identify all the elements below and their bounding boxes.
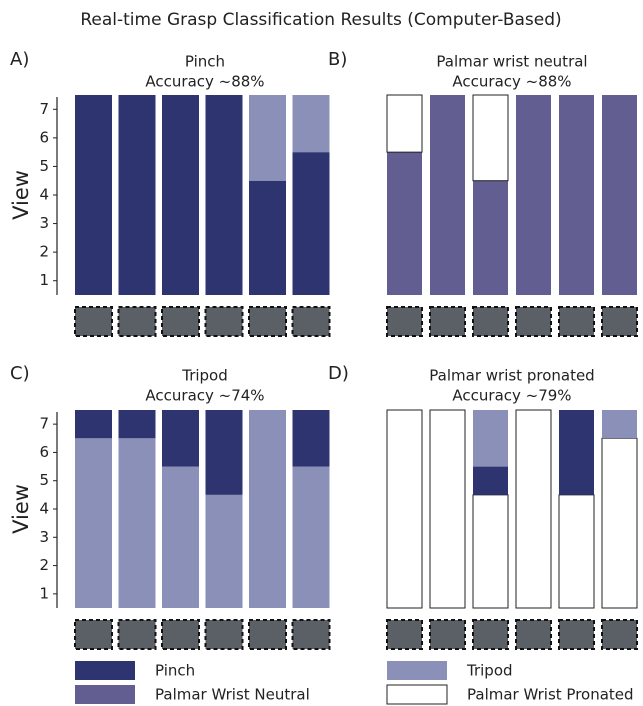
bar-segment	[472, 494, 509, 609]
bar-segment	[473, 410, 508, 467]
y-tick-label: 3	[39, 528, 49, 546]
bar-segment	[473, 466, 508, 495]
thumbnail	[558, 306, 595, 337]
thumbnail	[117, 619, 157, 650]
bar-segment	[205, 95, 243, 295]
thumbnail	[515, 619, 552, 650]
thumbnail	[291, 619, 331, 650]
bar-segment	[205, 494, 243, 608]
y-axis-label: View	[9, 484, 33, 534]
bar-segment	[386, 94, 423, 153]
y-axis-label: View	[9, 170, 33, 220]
thumbnail	[74, 306, 113, 337]
thumbnail	[386, 306, 423, 337]
panel-title: Palmar wrist neutral	[436, 53, 587, 71]
panel-label: C)	[10, 363, 30, 384]
bar-segment	[292, 152, 330, 295]
bar-segment	[559, 410, 594, 495]
bar-segment	[118, 438, 156, 608]
panel-title: Tripod	[181, 367, 228, 385]
thumbnail	[386, 619, 423, 650]
bar-segment	[162, 410, 199, 467]
y-tick-label: 3	[39, 214, 49, 232]
panel-subtitle: Accuracy ~74%	[145, 387, 264, 405]
thumbnail	[472, 619, 509, 650]
legend-label: Palmar Wrist Pronated	[467, 686, 634, 704]
bar-segment	[118, 95, 156, 295]
y-tick-label: 6	[39, 128, 49, 146]
thumbnail	[472, 306, 509, 337]
thumbnail	[248, 306, 287, 337]
legend-swatch	[386, 684, 448, 705]
bar-segment	[515, 409, 552, 609]
bar-segment	[292, 410, 330, 467]
bar-segment	[386, 409, 423, 609]
bar-segment	[601, 437, 638, 609]
panel-title: Palmar wrist pronated	[429, 367, 594, 385]
bar-segment	[473, 180, 508, 295]
y-tick-label: 4	[39, 500, 49, 518]
thumbnail	[204, 619, 244, 650]
y-tick-label: 5	[39, 157, 49, 175]
bar-segment	[387, 152, 422, 295]
thumbnail	[515, 306, 552, 337]
legend-swatch	[387, 661, 447, 680]
thumbnail	[291, 306, 331, 337]
thumbnail	[558, 619, 595, 650]
y-tick-label: 5	[39, 471, 49, 489]
bar-segment	[292, 95, 330, 153]
bar-segment	[205, 410, 243, 495]
bar-segment	[602, 95, 637, 295]
legend-label: Tripod	[466, 662, 513, 680]
thumbnail	[204, 306, 244, 337]
panel-title: Pinch	[185, 53, 225, 71]
thumbnail	[117, 306, 157, 337]
bar-segment	[249, 180, 286, 295]
legend-label: Palmar Wrist Neutral	[155, 686, 310, 704]
figure-title: Real-time Grasp Classification Results (…	[80, 10, 561, 30]
thumbnail	[161, 619, 200, 650]
y-tick-label: 2	[39, 243, 49, 261]
bar-segment	[118, 410, 156, 439]
thumbnail	[161, 306, 200, 337]
bar-segment	[558, 494, 595, 609]
legend-swatch	[75, 685, 135, 704]
panel-subtitle: Accuracy ~88%	[452, 73, 571, 91]
panel-label: B)	[328, 49, 347, 70]
thumbnail	[429, 306, 466, 337]
y-tick-label: 4	[39, 186, 49, 204]
bar-segment	[292, 466, 330, 608]
y-tick-label: 7	[39, 415, 49, 433]
panel-subtitle: Accuracy ~79%	[452, 387, 571, 405]
bar-segment	[249, 410, 286, 608]
panel-label: D)	[328, 363, 349, 384]
y-tick-label: 2	[39, 556, 49, 574]
thumbnail	[601, 306, 638, 337]
bar-segment	[75, 438, 112, 608]
legend-swatch	[75, 661, 135, 680]
bar-segment	[249, 95, 286, 181]
panel-subtitle: Accuracy ~88%	[145, 73, 264, 91]
legend-label: Pinch	[155, 662, 195, 680]
bar-segment	[429, 409, 466, 609]
y-tick-label: 1	[39, 584, 49, 602]
bar-segment	[75, 410, 112, 439]
bar-segment	[162, 95, 199, 295]
y-tick-label: 1	[39, 271, 49, 289]
thumbnail	[248, 619, 287, 650]
bar-segment	[162, 466, 199, 608]
bar-segment	[430, 95, 465, 295]
bar-segment	[602, 410, 637, 439]
bar-segment	[472, 94, 509, 182]
y-tick-label: 6	[39, 443, 49, 461]
panel-label: A)	[10, 49, 29, 70]
bar-segment	[559, 95, 594, 295]
bar-segment	[516, 95, 551, 295]
thumbnail	[74, 619, 113, 650]
y-tick-label: 7	[39, 100, 49, 118]
thumbnail	[429, 619, 466, 650]
bar-segment	[75, 95, 112, 295]
thumbnail	[601, 619, 638, 650]
